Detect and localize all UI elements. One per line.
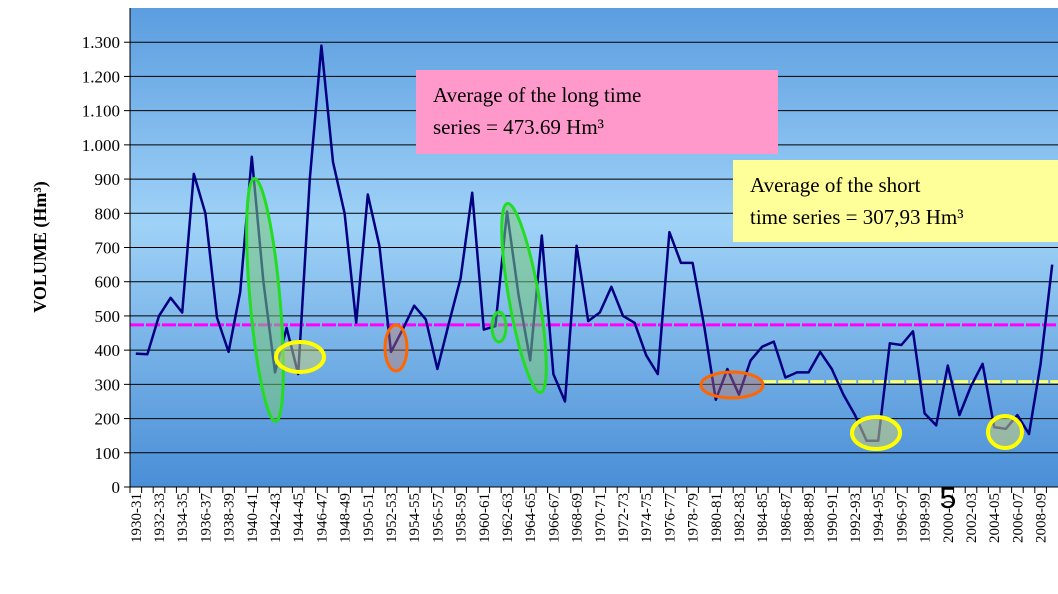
x-tick-label: 1962-63 xyxy=(500,493,516,543)
x-tick-label: 1974-75 xyxy=(639,493,655,543)
annotation-box xyxy=(733,160,1058,242)
x-tick-label: 1932-33 xyxy=(152,493,168,543)
y-tick-label: 800 xyxy=(95,204,121,223)
x-tick-label: 1992-93 xyxy=(848,493,864,543)
x-tick-label: 1952-53 xyxy=(384,493,400,543)
y-axis-title: VOLUME (Hm³) xyxy=(30,181,51,313)
x-tick-label: 1994-95 xyxy=(871,493,887,543)
x-tick-label: 1940-41 xyxy=(245,493,261,543)
y-tick-label: 700 xyxy=(95,239,121,258)
x-tick-label: 1966-67 xyxy=(546,493,562,543)
slide-number: 5 xyxy=(940,482,957,515)
x-tick-label: 1976-77 xyxy=(662,493,678,543)
highlights xyxy=(245,176,1024,451)
x-tick-label: 1934-35 xyxy=(175,493,191,543)
x-tick-label: 1980-81 xyxy=(709,493,725,543)
x-tick-label: 1996-97 xyxy=(894,493,910,543)
x-tick-label: 2002-03 xyxy=(964,493,980,543)
annotation-text: time series = 307,93 Hm³ xyxy=(750,205,964,229)
y-tick-label: 0 xyxy=(112,478,121,497)
x-tick-label: 2006-07 xyxy=(1010,493,1026,543)
x-tick-label: 1982-83 xyxy=(732,493,748,543)
y-tick-label: 1.200 xyxy=(82,67,120,86)
x-tick-label: 2008-09 xyxy=(1034,493,1050,543)
highlight xyxy=(850,415,902,451)
x-tick-label: 1950-51 xyxy=(361,493,377,543)
x-tick-label: 1988-89 xyxy=(802,493,818,543)
x-tick-label: 1968-69 xyxy=(570,493,586,543)
y-tick-label: 400 xyxy=(95,341,121,360)
y-tick-label: 1.100 xyxy=(82,102,120,121)
y-tick-label: 100 xyxy=(95,444,121,463)
data-line xyxy=(135,44,1054,443)
highlight xyxy=(490,310,508,344)
x-tick-label: 1964-65 xyxy=(523,493,539,543)
y-tick-label: 300 xyxy=(95,375,121,394)
y-tick-label: 500 xyxy=(95,307,121,326)
y-tick-label: 1.300 xyxy=(82,33,120,52)
x-tick-label: 1942-43 xyxy=(268,493,284,543)
y-tick-label: 200 xyxy=(95,410,121,429)
x-tick-label: 1936-37 xyxy=(198,493,214,543)
x-tick-label: 2004-05 xyxy=(987,493,1003,543)
x-tick-label: 1946-47 xyxy=(314,493,330,543)
x-tick-label: 1978-79 xyxy=(686,493,702,543)
x-tick-label: 1990-91 xyxy=(825,493,841,543)
highlight xyxy=(986,414,1024,450)
highlight xyxy=(274,340,326,374)
y-tick-label: 1.000 xyxy=(82,136,120,155)
x-tick-label: 1970-71 xyxy=(593,493,609,543)
annotation-text: Average of the long time xyxy=(433,83,641,107)
highlight xyxy=(245,176,285,424)
x-tick-label: 1956-57 xyxy=(430,493,446,543)
x-tick-label: 2000-01 xyxy=(941,493,957,543)
annotation-text: Average of the short xyxy=(750,173,921,197)
x-tick-label: 1986-87 xyxy=(778,493,794,543)
x-tick-label: 1960-61 xyxy=(477,493,493,543)
x-tick-label: 1948-49 xyxy=(338,493,354,543)
x-tick-label: 1930-31 xyxy=(129,493,145,543)
annotation-box xyxy=(416,70,778,154)
highlight xyxy=(383,323,409,373)
highlight xyxy=(699,370,765,400)
x-tick-label: 1984-85 xyxy=(755,493,771,543)
highlight xyxy=(500,201,548,395)
x-tick-label: 1938-39 xyxy=(222,493,238,543)
annotation-text: series = 473.69 Hm³ xyxy=(433,115,604,139)
x-tick-label: 1944-45 xyxy=(291,493,307,543)
y-tick-label: 900 xyxy=(95,170,121,189)
x-tick-label: 1972-73 xyxy=(616,493,632,543)
x-tick-label: 1954-55 xyxy=(407,493,423,543)
y-tick-label: 600 xyxy=(95,273,121,292)
x-tick-label: 1998-99 xyxy=(918,493,934,543)
x-tick-label: 1958-59 xyxy=(454,493,470,543)
